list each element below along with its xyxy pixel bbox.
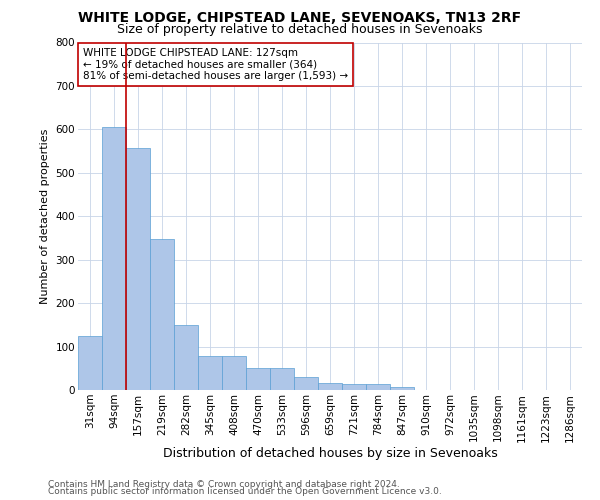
Text: Contains HM Land Registry data © Crown copyright and database right 2024.: Contains HM Land Registry data © Crown c…: [48, 480, 400, 489]
Bar: [342, 384, 366, 390]
Text: WHITE LODGE CHIPSTEAD LANE: 127sqm
← 19% of detached houses are smaller (364)
81: WHITE LODGE CHIPSTEAD LANE: 127sqm ← 19%…: [83, 48, 348, 81]
Text: WHITE LODGE, CHIPSTEAD LANE, SEVENOAKS, TN13 2RF: WHITE LODGE, CHIPSTEAD LANE, SEVENOAKS, …: [79, 11, 521, 25]
Bar: [318, 384, 342, 390]
Y-axis label: Number of detached properties: Number of detached properties: [40, 128, 50, 304]
Bar: [126, 148, 150, 390]
Bar: [366, 384, 390, 390]
X-axis label: Distribution of detached houses by size in Sevenoaks: Distribution of detached houses by size …: [163, 447, 497, 460]
Bar: [246, 368, 270, 390]
Bar: [390, 387, 414, 390]
Bar: [294, 377, 318, 390]
Bar: [198, 356, 222, 390]
Bar: [174, 325, 198, 390]
Bar: [102, 127, 126, 390]
Bar: [270, 368, 294, 390]
Bar: [150, 240, 174, 390]
Bar: [78, 336, 102, 390]
Text: Size of property relative to detached houses in Sevenoaks: Size of property relative to detached ho…: [117, 22, 483, 36]
Text: Contains public sector information licensed under the Open Government Licence v3: Contains public sector information licen…: [48, 488, 442, 496]
Bar: [222, 356, 246, 390]
